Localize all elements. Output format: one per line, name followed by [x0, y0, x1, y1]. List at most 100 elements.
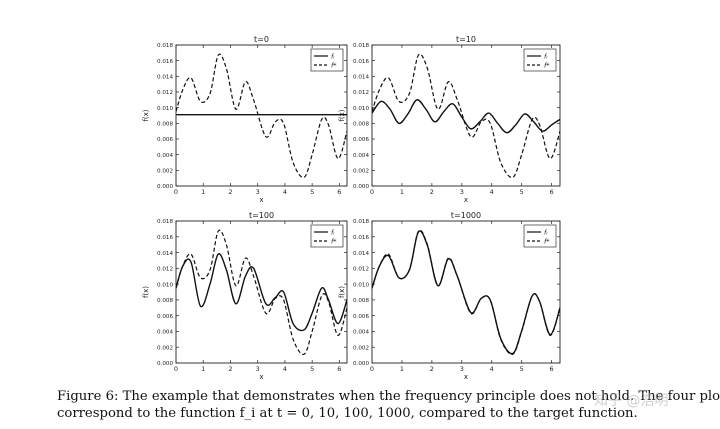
x-tick-label: 3: [256, 188, 260, 196]
y-tick-label: 0.010: [157, 106, 173, 112]
y-tick-label: 0.002: [353, 169, 369, 175]
y-tick-label: 0.016: [353, 59, 369, 65]
watermark: 知乎 @浩明: [594, 393, 669, 409]
y-tick-label: 0.014: [353, 251, 369, 257]
y-tick-label: 0.006: [353, 314, 369, 320]
plot-title: t=10: [456, 35, 476, 44]
x-tick-label: 4: [490, 188, 494, 196]
plot-title: t=1000: [451, 211, 481, 220]
y-axis-label: f(x): [142, 286, 150, 298]
x-tick-label: 1: [400, 365, 404, 373]
x-axis-label: x: [464, 373, 468, 380]
x-tick-label: 5: [520, 365, 524, 373]
legend-label: f*: [331, 238, 337, 246]
x-tick-label: 0: [370, 188, 374, 196]
x-tick-label: 0: [174, 188, 178, 196]
x-tick-label: 0: [370, 365, 374, 373]
y-tick-label: 0.008: [353, 122, 369, 128]
x-tick-label: 1: [201, 188, 205, 196]
x-tick-label: 4: [283, 365, 287, 373]
y-tick-label: 0.012: [353, 90, 369, 96]
y-tick-label: 0.010: [157, 282, 173, 288]
series-line-f-star: [176, 53, 347, 179]
y-tick-label: 0.006: [353, 137, 369, 143]
chart-panel-1: t=10 0 1 2 3 4 5 6 0.000 0.002 0.004 0.006 0.008 0.01…: [338, 35, 561, 204]
y-axis-label: f(x): [142, 109, 150, 121]
y-tick-label: 0.000: [157, 184, 173, 190]
y-tick-label: 0.008: [157, 298, 173, 304]
y-tick-label: 0.014: [157, 75, 173, 81]
legend-label: fᵢ: [544, 53, 548, 61]
y-tick-label: 0.006: [157, 137, 173, 143]
x-tick-label: 1: [400, 188, 404, 196]
caption-line-2: correspond to the function f_i at t = 0,…: [57, 406, 638, 421]
x-tick-label: 2: [228, 365, 232, 373]
legend-label: fᵢ: [331, 229, 335, 237]
series-line-f-star: [176, 229, 347, 356]
figure-panels: t=0 0 1 2 3 4 5 6 0.000 0.002 0.004 0.006 0.008 0.010…: [142, 35, 561, 380]
chart-panel-3: t=1000 0 1 2 3 4 5 6 0.000 0.002 0.004 0.006 0.008 0.…: [338, 211, 561, 380]
x-tick-label: 5: [520, 188, 524, 196]
y-tick-label: 0.018: [353, 219, 369, 225]
y-axis-label: f(x): [338, 109, 346, 121]
y-tick-label: 0.012: [157, 267, 173, 273]
x-tick-label: 2: [228, 188, 232, 196]
legend-label: f*: [544, 62, 550, 70]
x-tick-label: 6: [337, 188, 341, 196]
x-tick-label: 1: [201, 365, 205, 373]
y-tick-label: 0.000: [157, 361, 173, 367]
x-tick-label: 2: [430, 188, 434, 196]
y-tick-label: 0.014: [157, 251, 173, 257]
legend-label: fᵢ: [544, 229, 548, 237]
y-tick-label: 0.002: [353, 345, 369, 351]
y-tick-label: 0.016: [157, 59, 173, 65]
legend-label: f*: [544, 238, 550, 246]
x-tick-label: 6: [550, 365, 554, 373]
x-tick-label: 3: [256, 365, 260, 373]
x-tick-label: 4: [490, 365, 494, 373]
y-tick-label: 0.002: [157, 169, 173, 175]
y-tick-label: 0.002: [157, 345, 173, 351]
y-tick-label: 0.008: [353, 298, 369, 304]
x-tick-label: 6: [550, 188, 554, 196]
series-line-f-i: [176, 253, 347, 332]
chart-panel-2: t=100 0 1 2 3 4 5 6 0.000 0.002 0.004 0.006 0.008 0.0…: [142, 211, 348, 380]
x-tick-label: 3: [460, 188, 464, 196]
y-tick-label: 0.016: [353, 235, 369, 241]
plot-title: t=0: [254, 35, 269, 44]
y-tick-label: 0.012: [157, 90, 173, 96]
x-tick-label: 3: [460, 365, 464, 373]
figure-caption: Figure 6: The example that demonstrates …: [57, 388, 720, 422]
legend-box: [523, 224, 557, 248]
x-tick-label: 6: [337, 365, 341, 373]
y-tick-label: 0.018: [157, 219, 173, 225]
y-tick-label: 0.000: [353, 184, 369, 190]
x-axis-label: x: [259, 373, 263, 380]
y-tick-label: 0.014: [353, 75, 369, 81]
x-tick-label: 5: [310, 188, 314, 196]
x-axis-label: x: [259, 196, 263, 204]
legend-box: [310, 224, 344, 248]
y-tick-label: 0.004: [157, 330, 173, 336]
x-tick-label: 5: [310, 365, 314, 373]
y-tick-label: 0.006: [157, 314, 173, 320]
legend-label: fᵢ: [331, 53, 335, 61]
x-tick-label: 2: [430, 365, 434, 373]
chart-panel-0: t=0 0 1 2 3 4 5 6 0.000 0.002 0.004 0.006 0.008 0.010…: [142, 35, 348, 204]
y-tick-label: 0.008: [157, 122, 173, 128]
y-tick-label: 0.000: [353, 361, 369, 367]
y-tick-label: 0.004: [157, 153, 173, 159]
y-tick-label: 0.018: [157, 43, 173, 49]
y-tick-label: 0.018: [353, 43, 369, 49]
y-tick-label: 0.016: [157, 235, 173, 241]
legend-box: [523, 48, 557, 72]
caption-line-1: Figure 6: The example that demonstrates …: [57, 389, 720, 404]
y-tick-label: 0.010: [353, 282, 369, 288]
series-line-f-i: [372, 230, 560, 355]
x-tick-label: 0: [174, 365, 178, 373]
y-tick-label: 0.010: [353, 106, 369, 112]
y-tick-label: 0.004: [353, 153, 369, 159]
series-line-f-star: [372, 53, 560, 179]
x-tick-label: 4: [283, 188, 287, 196]
legend-box: [310, 48, 344, 72]
